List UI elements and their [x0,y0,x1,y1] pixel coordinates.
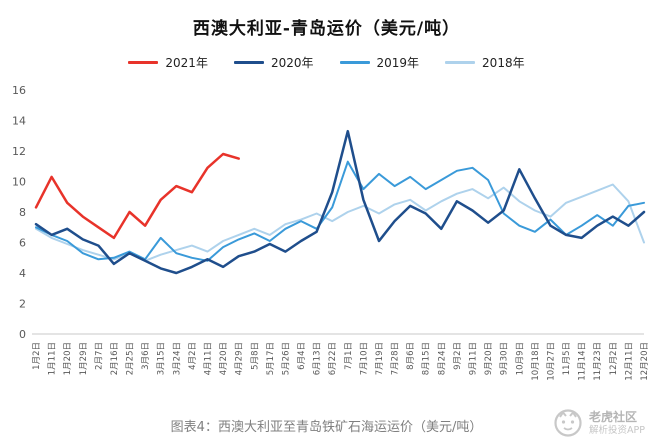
series-line-2019 [35,160,645,262]
y-tick-label: 12 [12,145,26,158]
legend: 2021年 2020年 2019年 2018年 [0,54,653,71]
x-tick-label: 11月23日 [593,342,603,381]
y-tick-label: 14 [12,115,26,128]
x-tick-label: 8月15日 [422,342,432,375]
x-tick-label: 4月29日 [235,342,245,375]
x-tick-label: 7月19日 [375,342,385,375]
series-line-2021 [34,152,240,240]
x-tick-label: 9月2日 [453,342,463,370]
x-tick-label: 10月9日 [515,342,525,375]
watermark: 老虎社区 解析投资APP [547,408,645,438]
y-tick-label: 0 [19,328,26,341]
x-tick-label: 12月11日 [624,342,634,381]
y-tick-label: 16 [12,84,26,97]
x-tick-label: 1月2日 [32,342,42,370]
x-tick-label: 5月26日 [281,342,291,375]
chart-title: 西澳大利亚-青岛运价（美元/吨） [192,19,461,39]
y-tick-label: 10 [12,176,26,189]
y-tick-label: 6 [19,237,26,250]
x-tick-label: 6月4日 [297,342,307,370]
legend-swatch-2018 [445,61,476,64]
x-tick-label: 4月2日 [188,342,198,370]
x-tick-label: 6月13日 [313,342,323,375]
x-tick-label: 12月2日 [609,342,619,375]
legend-item-2019: 2019年 [339,54,420,71]
x-tick-label: 5月17日 [266,342,276,375]
x-tick-label: 5月8日 [250,342,260,370]
x-tick-label: 4月11日 [203,342,213,375]
legend-label: 2019年 [376,56,420,70]
legend-swatch-2019 [339,61,370,64]
line-chart: 0 2 4 6 8 10 12 14 16 1月2日 1月11日 1月20日 1月29日 2月7日 2月16… [12,84,650,381]
x-tick-label: 3月6日 [141,342,151,370]
x-tick-label: 1月20日 [63,342,73,375]
x-tick-label: 12月20日 [640,342,650,381]
x-tick-label: 8月24日 [437,342,447,375]
x-tick-label: 7月1日 [344,342,354,370]
x-tick-label: 10月18日 [531,342,541,381]
x-tick-label: 3月15日 [157,342,167,375]
legend-item-2018: 2018年 [445,54,525,71]
legend-label: 2018年 [482,56,525,70]
legend-item-2020: 2020年 [233,54,314,71]
legend-swatch-2021 [128,61,159,64]
legend-label: 2020年 [270,56,314,70]
x-tick-label: 11月14日 [578,342,588,381]
y-tick-label: 8 [19,206,26,219]
x-tick-label: 2月16日 [110,342,120,375]
x-tick-label: 9月30日 [500,342,510,375]
x-tick-label: 3月24日 [172,342,182,375]
series-line-2020 [34,129,646,275]
x-tick-label: 1月11日 [48,342,58,375]
watermark-line1: 老虎社区 [589,409,638,424]
watermark-line2: 解析投资APP [589,424,645,436]
watermark-text: 老虎社区 解析投资APP [589,410,645,437]
x-tick-label: 7月28日 [391,342,401,375]
legend-label: 2021年 [165,56,208,70]
x-tick-label: 2月25日 [126,342,136,375]
x-tick-label: 11月5日 [562,342,572,375]
x-tick-label: 6月22日 [328,342,338,375]
x-tick-label: 9月20日 [484,342,494,375]
tiger-logo-icon [554,409,582,437]
x-tick-label: 10月27日 [546,342,556,381]
x-tick-label: 8月6日 [406,342,416,370]
x-tick-label: 2月7日 [94,342,104,370]
y-tick-label: 2 [19,298,26,311]
plot-area: 0 2 4 6 8 10 12 14 16 1月2日 1月11日 1月20日 1月29日 2月7日 2月16… [0,78,653,410]
x-tick-label: 9月11日 [469,342,479,375]
x-tick-label: 7月10日 [359,342,369,375]
legend-item-2021: 2021年 [128,54,208,71]
x-tick-label: 1月29日 [79,342,89,375]
x-tick-label: 4月20日 [219,342,229,375]
y-tick-label: 4 [19,267,26,280]
legend-swatch-2020 [233,61,264,64]
figure-caption: 图表4：西澳大利亚至青岛铁矿石海运运价（美元/吨） [170,420,483,435]
